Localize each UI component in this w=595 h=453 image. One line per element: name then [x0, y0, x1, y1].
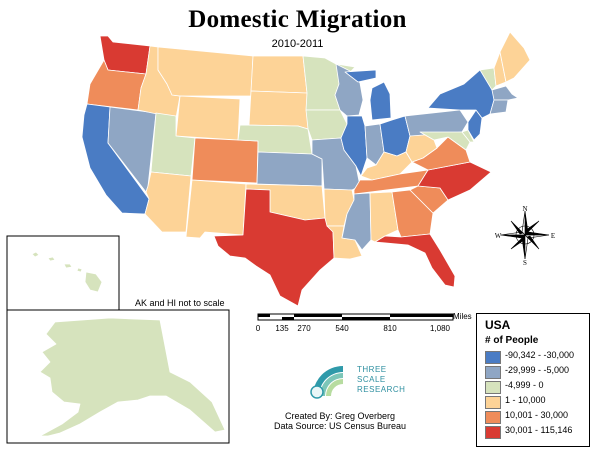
scale-unit: Miles: [453, 312, 472, 321]
map-subtitle: 2010-2011: [271, 38, 324, 50]
legend-swatch: [485, 366, 501, 379]
data-source: Data Source: US Census Bureau: [273, 421, 407, 431]
state-colorado: [191, 137, 259, 184]
state-tennessee: [353, 169, 429, 195]
state-michigan: [344, 69, 392, 121]
legend-subtitle: # of People: [485, 335, 539, 346]
state-new-mexico: [185, 179, 247, 239]
state-kansas: [256, 151, 323, 187]
compass-w: W: [495, 232, 502, 240]
state-south-dakota: [248, 90, 309, 130]
legend-label: 30,001 - 115,146: [505, 425, 573, 435]
scale-tick: 810: [383, 324, 397, 333]
compass-s: S: [523, 259, 527, 265]
brand-line-2: SCALE: [357, 375, 386, 384]
state-maine: [499, 31, 531, 83]
legend-label: -29,999 - -5,000: [505, 365, 570, 375]
state-alaska: [39, 317, 226, 437]
state-texas: [213, 188, 335, 307]
inset-scale-note: AK and HI not to scale: [135, 298, 225, 308]
legend-swatch: [485, 411, 501, 424]
legend-item: -90,342 - -30,000: [485, 350, 585, 364]
state-delaware: [461, 129, 475, 143]
brand-line-3: RESEARCH: [357, 385, 406, 394]
scale-bar: 0 135 270 540 810 1,080: [255, 313, 455, 341]
legend-item: -29,999 - -5,000: [485, 365, 585, 379]
scale-bar-graphic: [257, 313, 454, 321]
legend-item: 1 - 10,000: [485, 395, 585, 409]
legend-item: -4,999 - 0: [485, 380, 585, 394]
state-illinois: [340, 115, 368, 177]
scale-tick: 540: [335, 324, 349, 333]
legend-item: 30,001 - 115,146: [485, 425, 585, 439]
state-hawaii: [31, 251, 103, 293]
brand-logo-icon: [310, 366, 343, 399]
compass-rose-icon: N S W E: [495, 205, 555, 265]
compass-e: E: [551, 232, 555, 240]
state-wyoming: [175, 95, 241, 141]
state-connecticut: [489, 99, 509, 115]
state-iowa: [305, 109, 348, 141]
legend-item: 10,001 - 30,000: [485, 410, 585, 424]
legend-swatch: [485, 351, 501, 364]
state-ohio: [379, 115, 411, 157]
legend: USA # of People -90,342 - -30,000 -29,99…: [476, 313, 590, 447]
legend-swatch: [485, 381, 501, 394]
scale-tick: 0: [255, 324, 261, 333]
state-florida: [374, 233, 456, 288]
legend-label: 10,001 - 30,000: [505, 410, 569, 420]
legend-label: 1 - 10,000: [505, 395, 546, 405]
map-title: Domestic Migration: [188, 6, 407, 33]
created-by: Created By: Greg Overberg: [284, 411, 396, 421]
state-north-dakota: [250, 55, 308, 94]
state-massachusetts: [491, 85, 519, 101]
legend-swatch: [485, 426, 501, 439]
credits: Created By: Greg Overberg Data Source: U…: [240, 411, 440, 431]
hawaii-inset-frame: [6, 235, 120, 311]
scale-tick: 135: [275, 324, 289, 333]
compass-n: N: [522, 205, 527, 213]
state-arizona: [144, 171, 192, 233]
legend-label: -4,999 - 0: [505, 380, 544, 390]
legend-title: USA: [485, 318, 511, 332]
scale-tick: 1,080: [429, 324, 451, 333]
brand-line-1: THREE: [357, 365, 387, 374]
three-scale-research-logo: THREE SCALE RESEARCH: [305, 352, 405, 407]
scale-tick: 270: [297, 324, 311, 333]
state-pennsylvania: [404, 109, 469, 137]
state-montana: [157, 46, 254, 97]
legend-label: -90,342 - -30,000: [505, 350, 575, 360]
legend-swatch: [485, 396, 501, 409]
